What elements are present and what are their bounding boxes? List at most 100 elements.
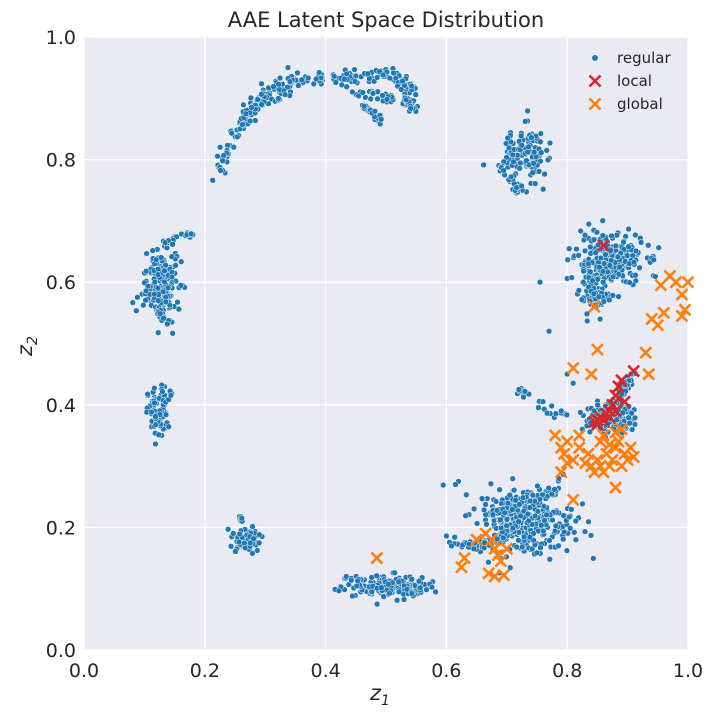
regular-point xyxy=(624,252,631,259)
regular-point xyxy=(503,516,511,523)
regular-point xyxy=(546,556,553,563)
regular-point xyxy=(552,410,560,417)
regular-point xyxy=(516,501,523,508)
regular-point xyxy=(619,409,626,416)
regular-point xyxy=(155,297,162,304)
regular-point xyxy=(606,296,613,304)
local-point xyxy=(609,389,622,403)
regular-point xyxy=(585,220,592,228)
regular-point xyxy=(518,182,525,190)
chart-title: AAE Latent Space Distribution xyxy=(228,8,544,32)
regular-point xyxy=(526,497,534,505)
regular-point xyxy=(217,167,224,174)
regular-point xyxy=(161,239,169,246)
regular-point xyxy=(316,69,323,76)
global-point xyxy=(572,441,586,455)
regular-point xyxy=(503,522,510,529)
regular-point xyxy=(609,273,617,280)
y-axis-label: z2 xyxy=(13,336,41,357)
regular-point xyxy=(395,578,402,585)
regular-point xyxy=(478,495,486,502)
global-point xyxy=(609,481,622,494)
regular-point xyxy=(152,440,159,448)
regular-point xyxy=(577,409,584,416)
regular-point xyxy=(400,596,408,603)
regular-point xyxy=(575,287,583,294)
global-point xyxy=(603,438,616,452)
global-point xyxy=(669,275,683,289)
regular-point xyxy=(534,508,542,515)
regular-point xyxy=(305,74,312,82)
regular-point xyxy=(239,121,246,128)
regular-point xyxy=(284,64,292,71)
regular-point xyxy=(310,80,317,88)
regular-point xyxy=(159,288,167,295)
regular-point xyxy=(142,287,150,295)
regular-point xyxy=(174,299,181,306)
regular-point xyxy=(157,310,164,317)
regular-point xyxy=(516,165,523,172)
global-point xyxy=(627,450,641,464)
global-point xyxy=(557,447,571,461)
regular-point xyxy=(526,534,534,541)
regular-point xyxy=(250,535,257,542)
global-point xyxy=(615,422,628,436)
regular-point xyxy=(169,241,176,248)
regular-point xyxy=(626,279,633,286)
regular-point xyxy=(234,133,241,141)
regular-point xyxy=(581,232,589,239)
regular-point xyxy=(637,239,645,246)
regular-point xyxy=(612,242,620,250)
x-tick-label: 0.6 xyxy=(431,660,461,682)
global-point xyxy=(597,429,610,442)
regular-point xyxy=(564,256,571,263)
regular-point xyxy=(600,260,608,267)
regular-point xyxy=(585,260,592,268)
regular-point xyxy=(247,539,254,547)
regular-point xyxy=(523,157,530,164)
regular-point xyxy=(275,81,282,88)
regular-point xyxy=(417,584,424,591)
regular-point xyxy=(248,104,255,111)
regular-point xyxy=(567,525,574,532)
regular-point xyxy=(214,153,221,160)
regular-point xyxy=(632,247,640,255)
global-point xyxy=(612,435,625,448)
global-point xyxy=(500,542,514,556)
regular-point xyxy=(391,569,398,576)
regular-point xyxy=(152,421,159,428)
regular-point xyxy=(355,92,362,100)
regular-point xyxy=(386,74,394,82)
global-point xyxy=(675,309,689,323)
regular-point xyxy=(655,244,662,251)
global-point xyxy=(587,300,601,314)
regular-point xyxy=(543,147,550,154)
regular-point xyxy=(480,506,488,514)
regular-point xyxy=(587,268,594,275)
regular-point xyxy=(379,92,386,99)
regular-point xyxy=(501,509,508,516)
regular-point xyxy=(518,142,525,149)
regular-point xyxy=(148,408,155,416)
global-point xyxy=(590,343,604,357)
regular-point xyxy=(398,86,405,93)
regular-point xyxy=(371,108,379,115)
regular-point xyxy=(593,229,601,236)
regular-point xyxy=(242,110,250,117)
regular-point xyxy=(599,217,606,224)
regular-point xyxy=(151,385,158,392)
regular-point xyxy=(298,76,305,83)
regular-point xyxy=(546,537,553,544)
regular-point xyxy=(281,91,289,98)
regular-point xyxy=(525,517,532,525)
local-point xyxy=(597,239,610,252)
regular-point xyxy=(408,576,415,583)
regular-point xyxy=(168,253,175,260)
regular-point xyxy=(515,386,523,393)
regular-point xyxy=(595,293,603,300)
x-tick-label: 0.2 xyxy=(190,660,220,682)
global-point xyxy=(606,453,619,467)
regular-point xyxy=(165,423,172,430)
regular-point xyxy=(343,70,350,77)
